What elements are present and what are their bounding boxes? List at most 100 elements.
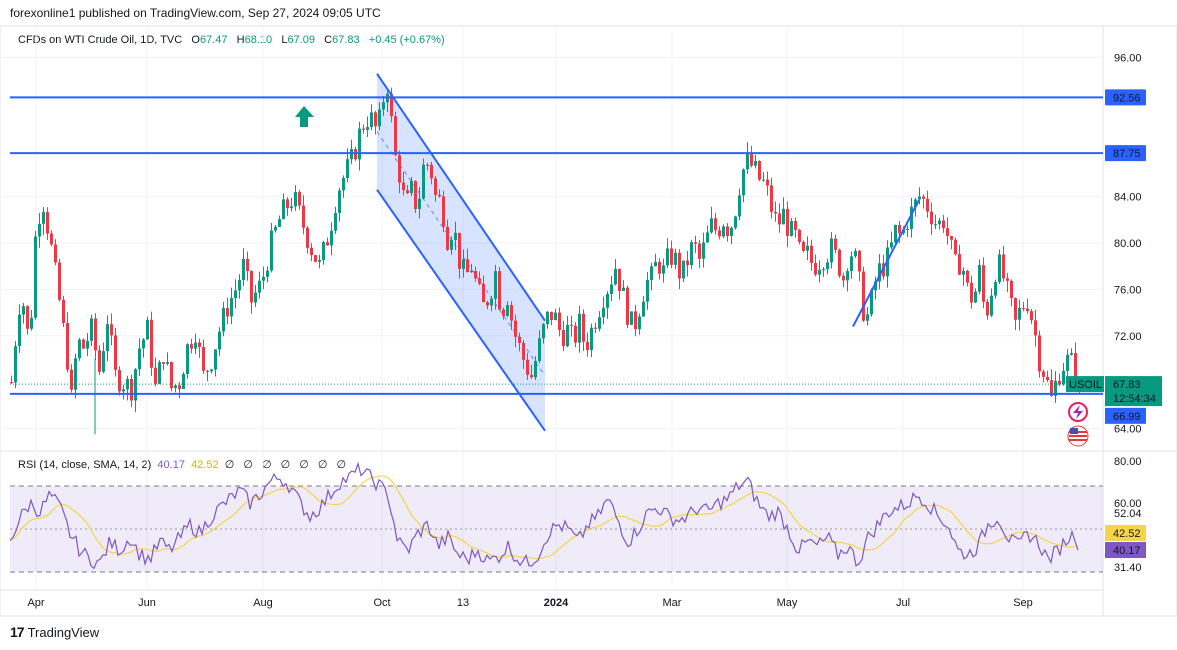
candle-body: [506, 305, 509, 316]
candle-body: [1026, 308, 1029, 312]
uptrend-line[interactable]: [852, 199, 920, 327]
candle-body: [682, 260, 685, 279]
candle-body: [982, 265, 985, 302]
lightning-icon[interactable]: [1068, 402, 1088, 422]
candle-body: [1054, 380, 1057, 396]
candle-body: [906, 228, 909, 230]
candle-body: [310, 247, 313, 256]
candle-body: [878, 263, 881, 282]
candle-body: [634, 311, 637, 330]
time-tick-label: 13: [457, 597, 469, 609]
candle-body: [574, 325, 577, 343]
candle-body: [422, 164, 425, 199]
candle-body: [790, 221, 793, 236]
candle-body: [394, 116, 397, 156]
rsi-title: RSI (14, close, SMA, 14, 2): [18, 459, 152, 471]
time-tick-label: Jul: [896, 597, 910, 609]
candle-body: [22, 306, 25, 315]
descending-channel-upper-line[interactable]: [376, 73, 546, 322]
time-axis[interactable]: Apr Jun Aug Oct 13 2024 Mar May Jul Sep: [27, 597, 1032, 609]
candle-body: [466, 259, 469, 273]
candle-body: [694, 242, 697, 244]
open-label: O: [191, 34, 200, 46]
candle-body: [762, 179, 765, 181]
candle-body: [674, 252, 677, 265]
tradingview-brand[interactable]: 17 TradingView: [10, 624, 99, 640]
descending-channel-lower-line[interactable]: [376, 189, 546, 432]
candle-body: [1058, 380, 1061, 385]
candle-body: [550, 311, 553, 321]
candle-body: [298, 192, 301, 206]
candle-body: [942, 220, 945, 229]
candle-body: [818, 269, 821, 275]
candle-body: [530, 374, 533, 378]
symbol-tag: [1066, 376, 1104, 393]
candle-body: [226, 308, 229, 317]
candle-body: [966, 270, 969, 283]
candle-body: [78, 339, 81, 359]
candle-body: [378, 109, 381, 127]
time-tick-label: May: [777, 597, 798, 609]
price-tick-label: 96.00: [1114, 53, 1142, 65]
price-axis[interactable]: 96.00 84.00 80.00 76.00 72.00 64.00: [1114, 53, 1142, 436]
price-tag: [1105, 407, 1146, 424]
time-tick-label: Oct: [373, 597, 390, 609]
candle-body: [138, 348, 141, 370]
candle-body: [254, 292, 257, 303]
candle-body: [158, 362, 161, 384]
candle-body: [198, 342, 201, 348]
candle-body: [774, 211, 777, 214]
candle-body: [870, 290, 873, 315]
candle-body: [66, 322, 69, 370]
rsi-tag: [1105, 525, 1146, 541]
candle-body: [914, 199, 917, 207]
candle-body: [122, 389, 125, 392]
candle-body: [650, 266, 653, 281]
price-tag-label: 92.56: [1113, 92, 1141, 104]
candle-body: [630, 311, 633, 325]
candle-body: [234, 290, 237, 299]
candle-body: [826, 262, 829, 270]
brand-name: TradingView: [27, 624, 100, 640]
candle-body: [174, 385, 177, 389]
candle-body: [342, 177, 345, 191]
candle-body: [110, 324, 113, 336]
candle-body: [414, 180, 417, 209]
candle-body: [54, 244, 57, 263]
candle-body: [706, 232, 709, 243]
candle-body: [542, 324, 545, 339]
horizontal-levels: [10, 96, 1103, 395]
candle-body: [950, 236, 953, 240]
candle-body: [374, 112, 377, 127]
candle-body: [70, 369, 73, 390]
candle-body: [514, 320, 517, 337]
candle-body: [666, 248, 669, 266]
candle-body: [322, 242, 325, 261]
candle-body: [502, 309, 505, 316]
candle-body: [14, 346, 17, 383]
price-tick-label: 64.00: [1114, 424, 1142, 436]
candle-body: [794, 221, 797, 230]
rsi-tick-label: 60.00: [1114, 498, 1142, 510]
candle-body: [734, 216, 737, 228]
candle-body: [1042, 371, 1045, 377]
candle-body: [830, 238, 833, 263]
candle-body: [390, 93, 393, 117]
candle-body: [1070, 353, 1073, 355]
candle-body: [266, 270, 269, 277]
time-tick-label: Apr: [27, 597, 44, 609]
candle-body: [570, 324, 573, 326]
candle-body: [366, 127, 369, 130]
candle-body: [282, 199, 285, 220]
low-value: 67.09: [287, 34, 315, 46]
candle-body: [1046, 376, 1049, 381]
candle-body: [18, 314, 21, 347]
candle-body: [274, 226, 277, 231]
us-flag-icon[interactable]: [1067, 425, 1089, 447]
candle-body: [294, 192, 297, 207]
candle-body: [410, 180, 413, 194]
candle-body: [238, 279, 241, 291]
candle-body: [242, 258, 245, 280]
